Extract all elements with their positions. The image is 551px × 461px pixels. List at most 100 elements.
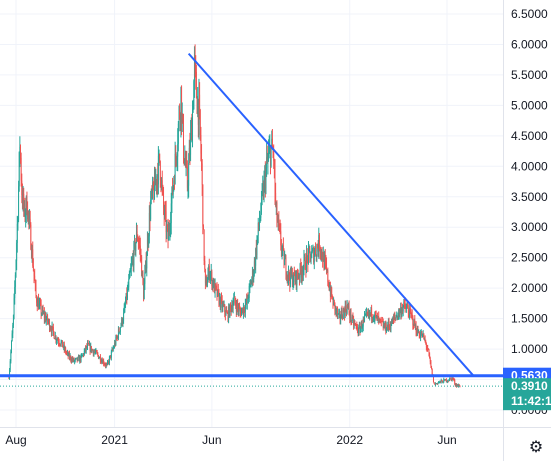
candle-body [412, 316, 414, 325]
candle-body [50, 329, 52, 333]
candle-body [159, 153, 161, 162]
candle-body [93, 351, 95, 355]
candle-body [98, 355, 99, 359]
candle-body [19, 146, 21, 153]
candle-body [348, 306, 350, 314]
candle-body [34, 275, 36, 281]
candle-body [434, 383, 436, 385]
candle-body [416, 328, 418, 336]
candle-body [313, 254, 315, 263]
candle-body [443, 379, 445, 381]
candle-body [222, 304, 224, 308]
candle-body [440, 380, 442, 383]
time-axis[interactable]: Aug 2021 Jun 2022 Jun [0, 427, 551, 448]
candle-body [252, 271, 254, 280]
candle-body [74, 358, 76, 361]
candle-body [30, 224, 32, 250]
candle-body [134, 240, 135, 244]
candle-body [442, 380, 443, 383]
candle-body [65, 348, 67, 353]
candle-body [328, 285, 330, 290]
gear-icon[interactable]: ⚙ [528, 437, 544, 456]
candle-body [96, 350, 97, 353]
candle-body [289, 268, 291, 284]
candle-body [83, 353, 85, 356]
price-tick-label: 3.0000 [511, 220, 548, 234]
candle-body [368, 311, 370, 316]
candle-body [441, 380, 443, 381]
candle-body [411, 314, 413, 317]
candle-body [210, 274, 212, 277]
candle-body [316, 245, 318, 256]
candle-body [240, 312, 242, 316]
candle-body [184, 159, 186, 164]
candle-body [165, 211, 167, 233]
candle-body [86, 346, 88, 348]
candle-body [248, 286, 250, 298]
candle-body [300, 269, 302, 277]
candle-body [109, 355, 111, 358]
candle-body [100, 361, 102, 363]
candle-body [241, 310, 242, 316]
candle-body [334, 302, 336, 311]
candle-body [362, 326, 364, 329]
candle-body [215, 286, 217, 288]
candle-body [259, 221, 260, 227]
candle-body [233, 297, 235, 304]
candle-body [185, 160, 187, 166]
chart-drawings[interactable] [0, 52, 503, 387]
candle-body [145, 260, 146, 273]
candle-body [212, 280, 213, 287]
candle-body [384, 324, 385, 328]
candle-body [431, 365, 432, 369]
candle-body [347, 306, 349, 308]
candle-body [94, 351, 96, 353]
candle-body [311, 249, 313, 252]
candle-body [430, 361, 432, 366]
candle-body [330, 287, 332, 296]
candle-body [23, 204, 25, 209]
candle-body [172, 186, 174, 195]
candle-body [261, 193, 262, 212]
candle-body [112, 349, 114, 351]
candle-body [338, 313, 340, 315]
candle-body [195, 62, 197, 73]
candle-body [343, 309, 345, 311]
candle-body [302, 272, 304, 275]
candle-body [242, 307, 244, 314]
candle-body [239, 307, 241, 309]
candle-body [49, 320, 50, 330]
candle-body [266, 157, 268, 169]
candle-body [42, 308, 44, 313]
chart-grid [0, 0, 503, 427]
candle-body [164, 209, 166, 216]
candle-body [166, 226, 168, 227]
candle-body [65, 352, 67, 354]
candle-body [315, 248, 317, 255]
candle-body [449, 378, 451, 381]
candle-body [174, 180, 175, 184]
candle-body [279, 224, 280, 227]
candle-body [220, 297, 222, 308]
candle-body [154, 173, 156, 186]
candle-body [89, 344, 91, 352]
candle-body [287, 274, 289, 279]
candle-body [99, 356, 101, 362]
candle-body [306, 253, 308, 271]
candle-body [239, 308, 241, 313]
candle-body [322, 253, 324, 262]
candle-body [326, 264, 327, 271]
resistance-trendline[interactable] [187, 52, 475, 377]
candle-body [59, 343, 61, 345]
candle-body [248, 297, 250, 299]
candle-body [94, 352, 96, 353]
candle-body [395, 317, 396, 319]
candle-body [421, 332, 423, 337]
candle-body [398, 309, 400, 316]
candle-body [360, 327, 362, 333]
time-tick-label: 2022 [336, 433, 363, 447]
candle-body [451, 377, 453, 381]
candle-body [414, 319, 416, 327]
candle-body [98, 357, 100, 359]
